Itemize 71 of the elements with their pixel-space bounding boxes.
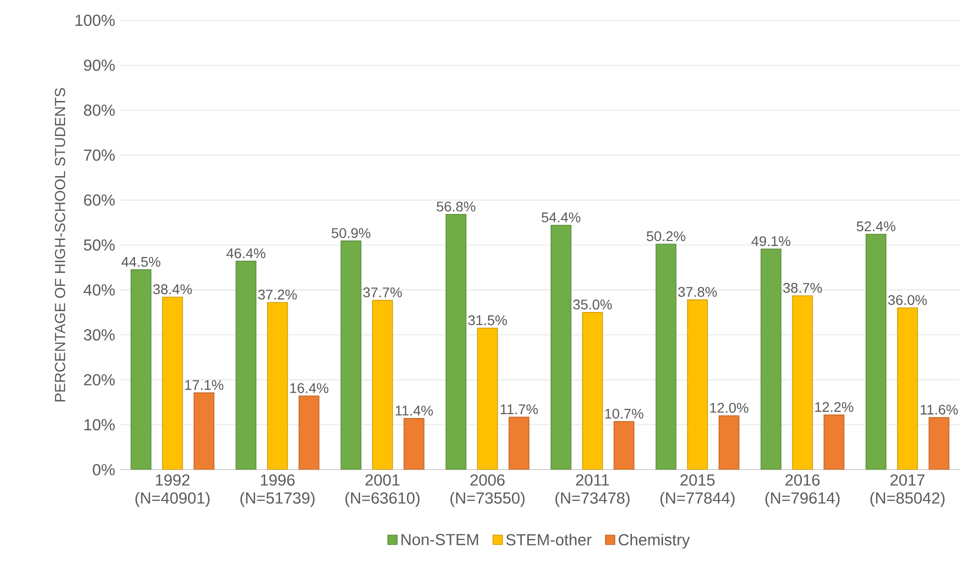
- data-label: 17.1%: [185, 380, 224, 390]
- x-tick-label: 2017 (N=85042): [870, 474, 945, 507]
- data-label: 31.5%: [468, 315, 507, 326]
- bar: [236, 260, 256, 470]
- y-tick-label: 0%: [92, 464, 115, 476]
- y-tick-label: 90%: [84, 60, 115, 71]
- y-tick-label: 70%: [84, 149, 115, 161]
- legend-label: Chemistry: [618, 534, 690, 549]
- y-tick-label: 80%: [84, 104, 115, 116]
- bar: [718, 415, 740, 470]
- data-label: 37.2%: [258, 290, 297, 300]
- bar: [267, 302, 288, 470]
- data-label: 49.1%: [751, 236, 790, 246]
- y-tick-label: 60%: [84, 194, 115, 206]
- y-tick-label: 50%: [84, 239, 115, 251]
- legend-label: Non-STEM: [402, 534, 478, 546]
- data-label: 56.8%: [436, 202, 476, 212]
- bar: [582, 312, 603, 470]
- data-label: 11.4%: [396, 406, 433, 416]
- bar: [928, 417, 950, 470]
- bar: [130, 269, 152, 470]
- data-label: 46.4%: [226, 248, 266, 258]
- x-tick-label: 2006 (N=73550): [450, 474, 525, 507]
- data-label: 12.2%: [815, 402, 854, 412]
- bar: [372, 300, 393, 470]
- x-tick-label: 2015 (N=77844): [660, 474, 735, 507]
- bar: [404, 418, 424, 470]
- x-tick-label: 2016 (N=79614): [765, 474, 840, 507]
- data-label: 44.5%: [121, 256, 160, 267]
- data-label: 50.2%: [646, 231, 686, 242]
- data-label: 52.4%: [856, 221, 896, 232]
- data-label: 35.0%: [573, 300, 612, 310]
- y-tick-label: 100%: [76, 14, 115, 26]
- y-tick-label: 30%: [84, 329, 115, 341]
- data-label: 36.0%: [888, 295, 927, 305]
- data-label: 50.9%: [332, 228, 370, 238]
- data-label: 12.0%: [710, 402, 748, 413]
- x-tick-label: 1996 (N=51739): [240, 474, 315, 507]
- bar: [446, 214, 466, 470]
- bar: [687, 299, 708, 470]
- data-label: 11.6%: [920, 404, 958, 415]
- y-tick-label: 10%: [84, 419, 115, 430]
- data-label: 37.8%: [678, 286, 717, 297]
- data-label: 38.4%: [153, 284, 192, 294]
- bar: [298, 396, 320, 470]
- data-label: 11.7%: [500, 404, 538, 414]
- data-label: 38.7%: [783, 282, 822, 293]
- y-tick-label: 40%: [84, 284, 115, 296]
- bar: [340, 240, 362, 470]
- y-tick-label: 20%: [84, 374, 115, 386]
- y-axis-title: PERCENTAGE OF HIGH-SCHOOL STUDENTS: [54, 88, 66, 402]
- x-tick-label: 1992 (N=40901): [135, 474, 210, 507]
- bar: [162, 296, 183, 470]
- bar: [760, 248, 782, 470]
- bar: [508, 416, 530, 470]
- bar: [477, 328, 498, 470]
- x-tick-label: 2011 (N=73478): [555, 474, 630, 507]
- legend-label: STEM-other: [506, 534, 592, 546]
- bar: [897, 308, 918, 470]
- data-label: 54.4%: [542, 212, 580, 222]
- data-label: 10.7%: [605, 408, 644, 419]
- bar: [656, 244, 676, 470]
- x-tick-label: 2001 (N=63610): [345, 474, 420, 507]
- bar: [792, 295, 813, 470]
- bar: [866, 234, 886, 470]
- bar: [614, 421, 634, 470]
- bar: [824, 414, 844, 470]
- bar: [194, 392, 214, 470]
- data-label: 16.4%: [290, 383, 328, 394]
- bar: [550, 224, 572, 470]
- data-label: 37.7%: [363, 287, 402, 298]
